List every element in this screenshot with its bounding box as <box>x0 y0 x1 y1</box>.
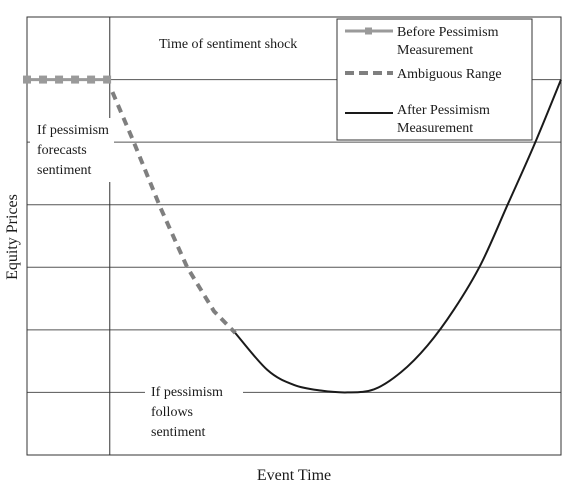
series-0-marker-1 <box>39 75 48 84</box>
legend: Before Pessimism Measurement Ambiguous R… <box>336 18 533 141</box>
annotation-forecasts: If pessimism forecasts sentiment <box>37 123 109 178</box>
x-axis-label: Event Time <box>257 467 331 484</box>
annotation-time-of-shock: Time of sentiment shock <box>159 37 297 52</box>
series-0-marker-0 <box>23 75 31 84</box>
plot-frame <box>26 16 562 456</box>
legend-label-after-line-2: Measurement <box>397 121 473 136</box>
legend-label-ambiguous: Ambiguous Range <box>397 67 502 82</box>
series-0-marker-3 <box>71 75 80 84</box>
legend-label-before-line-2: Measurement <box>397 43 473 58</box>
annotation-forecasts-background <box>30 118 114 182</box>
series-line-1 <box>110 91 237 335</box>
series-line-2 <box>234 79 562 394</box>
legend-label-after-line-1: After Pessimism <box>397 103 490 118</box>
series-0-marker-2 <box>55 75 64 84</box>
legend-swatch-before <box>345 27 393 35</box>
legend-item-before: Before Pessimism Measurement <box>345 25 499 58</box>
annotation-follows: If pessimism follows sentiment <box>151 385 223 440</box>
y-axis-label: Equity Prices <box>4 194 21 280</box>
legend-box <box>336 18 533 141</box>
series-0-marker-4 <box>87 75 96 84</box>
legend-item-after: After Pessimism Measurement <box>345 103 490 136</box>
legend-label-before-line-1: Before Pessimism <box>397 25 499 40</box>
annotation-follows-background <box>145 381 243 443</box>
annotation-forecasts-line-1: If pessimism <box>37 123 109 138</box>
annotation-forecasts-line-3: sentiment <box>37 163 92 178</box>
annotation-follows-line-3: sentiment <box>151 425 206 440</box>
series-0-marker-5 <box>103 75 112 84</box>
series-layer <box>23 75 562 394</box>
annotation-follows-line-2: follows <box>151 405 193 420</box>
legend-item-ambiguous: Ambiguous Range <box>345 67 502 82</box>
annotation-follows-line-1: If pessimism <box>151 385 223 400</box>
annotation-forecasts-line-2: forecasts <box>37 143 87 158</box>
